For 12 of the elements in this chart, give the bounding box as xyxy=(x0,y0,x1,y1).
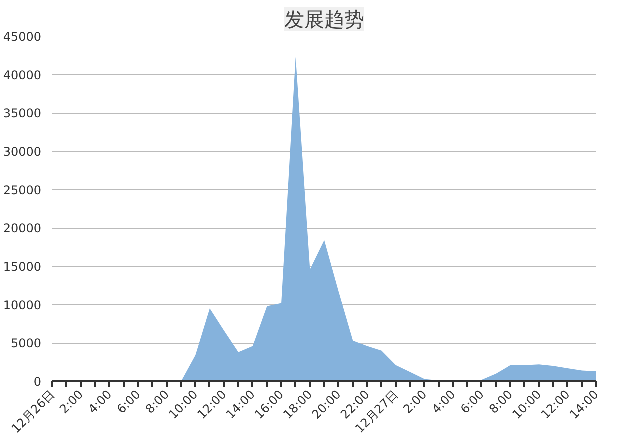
y-tick-label: 15000 xyxy=(3,260,42,274)
y-tick-label: 35000 xyxy=(3,106,42,121)
y-tick-label: 40000 xyxy=(3,68,42,82)
y-tick-label: 0 xyxy=(34,375,42,389)
x-tick-label: 12月26日 xyxy=(8,388,58,436)
y-tick-label: 25000 xyxy=(3,183,42,198)
y-tick-label: 30000 xyxy=(3,145,42,159)
y-tick-label: 10000 xyxy=(3,298,42,312)
chart-title: 发展趋势 xyxy=(284,8,364,32)
y-tick-label: 5000 xyxy=(10,336,42,351)
y-tick-label: 20000 xyxy=(3,222,42,236)
y-tick-label: 45000 xyxy=(3,30,42,44)
